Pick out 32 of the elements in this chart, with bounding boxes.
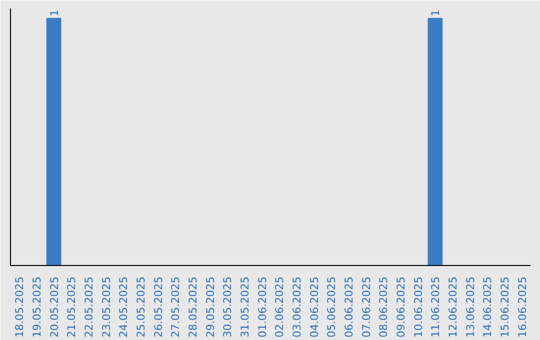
x-tick-label: 31.05.2025 [238, 276, 252, 338]
x-tick-label: 13.06.2025 [464, 276, 477, 338]
x-tick-label: 27.05.2025 [169, 276, 182, 338]
x-tick-label: 16.06.2025 [516, 276, 529, 338]
x-tick-label: 12.06.2025 [446, 276, 460, 338]
data-label: 1 [429, 10, 442, 16]
x-tick-label: 14.06.2025 [481, 276, 494, 338]
x-tick-label: 08.06.2025 [377, 276, 390, 338]
x-tick-label: 04.06.2025 [308, 276, 321, 338]
data-label: 1 [48, 10, 61, 16]
x-tick-label: 20.05.2025 [48, 276, 61, 338]
x-tick-label: 26.05.2025 [152, 276, 165, 338]
x-tick-label: 03.06.2025 [290, 276, 304, 338]
x-tick-label: 11.06.2025 [429, 276, 442, 338]
x-tick-label: 25.05.2025 [134, 276, 148, 338]
x-tick-label: 15.06.2025 [498, 276, 512, 338]
x-tick-label: 24.05.2025 [117, 276, 130, 338]
x-tick-label: 09.06.2025 [394, 276, 408, 338]
x-tick-label: 06.06.2025 [342, 276, 356, 338]
x-tick-label: 30.05.2025 [221, 276, 234, 338]
x-tick-label: 23.05.2025 [100, 276, 113, 338]
x-tick-label: 21.05.2025 [65, 276, 78, 338]
x-tick-label: 10.06.2025 [412, 276, 425, 338]
x-tick-label: 02.06.2025 [273, 276, 286, 338]
x-tick-label: 28.05.2025 [186, 276, 200, 338]
x-tick-label: 07.06.2025 [360, 276, 373, 338]
x-tick-label: 29.05.2025 [204, 276, 217, 338]
x-tick-label: 19.05.2025 [30, 276, 44, 338]
x-tick-label: 18.05.2025 [13, 276, 26, 338]
x-tick-label: 05.06.2025 [325, 276, 338, 338]
x-tick-label: 01.06.2025 [256, 276, 269, 338]
x-tick-label: 22.05.2025 [82, 276, 96, 338]
